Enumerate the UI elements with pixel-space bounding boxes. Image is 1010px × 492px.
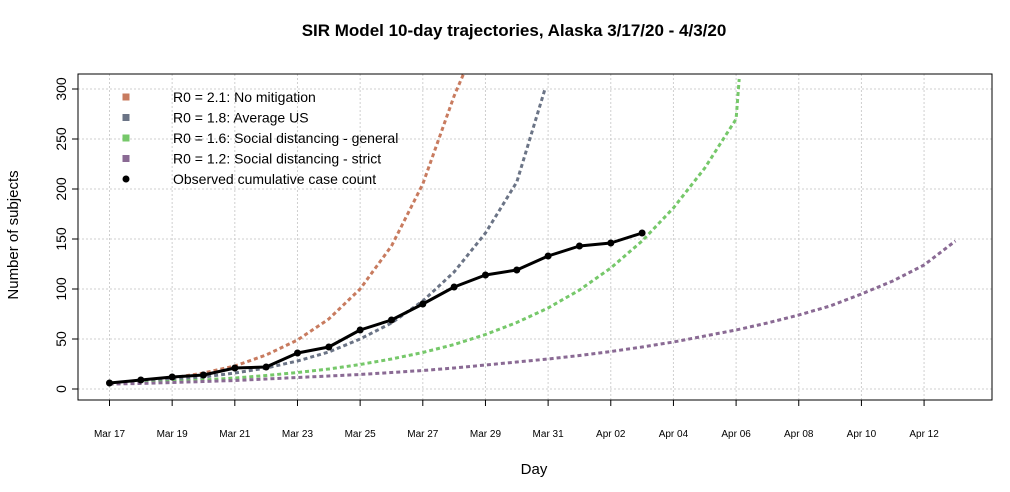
x-tick-label: Mar 21 xyxy=(219,429,251,440)
legend-swatch xyxy=(122,114,130,121)
series-layer xyxy=(106,74,957,387)
y-tick-label: 150 xyxy=(53,227,69,251)
legend-swatch xyxy=(122,93,130,101)
legend-label: R0 = 1.8: Average US xyxy=(173,110,309,126)
x-tick-label: Mar 27 xyxy=(407,429,439,440)
x-tick-label: Apr 12 xyxy=(909,429,939,440)
legend-label: R0 = 2.1: No mitigation xyxy=(173,89,316,105)
legend-label: R0 = 1.2: Social distancing - strict xyxy=(173,151,381,167)
observed-point xyxy=(231,364,239,372)
legend: R0 = 2.1: No mitigation R0 = 1.8: Average… xyxy=(122,89,398,187)
legend-label: Observed cumulative case count xyxy=(173,171,376,187)
y-tick-label: 300 xyxy=(53,77,69,101)
x-tick-label: Apr 10 xyxy=(847,429,877,440)
observed-point xyxy=(199,371,207,379)
x-tick-label: Apr 06 xyxy=(721,429,751,440)
y-tick-label: 50 xyxy=(53,331,69,347)
observed-point xyxy=(544,252,552,260)
legend-swatch xyxy=(122,134,130,142)
observed-point xyxy=(387,316,395,324)
x-axis-label: Day xyxy=(521,461,548,478)
y-tick-label: 200 xyxy=(53,177,69,201)
legend-swatch xyxy=(122,175,130,183)
x-tick-label: Apr 04 xyxy=(659,429,689,440)
observed-point xyxy=(137,376,145,384)
observed-point xyxy=(325,343,333,351)
series-social-distancing-general-line xyxy=(109,78,741,386)
observed-point xyxy=(168,373,176,381)
observed-point xyxy=(356,326,364,334)
x-tick-label: Mar 19 xyxy=(157,429,189,440)
observed-point xyxy=(419,300,427,308)
x-tick-label: Mar 31 xyxy=(533,429,565,440)
observed-point xyxy=(106,379,113,387)
x-tick-label: Mar 23 xyxy=(282,429,314,440)
x-tick-label: Mar 29 xyxy=(470,429,502,440)
observed-point xyxy=(262,363,270,371)
legend-label: R0 = 1.6: Social distancing - general xyxy=(173,130,398,146)
series-observed-line xyxy=(109,231,643,385)
y-tick-label: 100 xyxy=(53,277,69,301)
observed-point xyxy=(607,239,615,247)
x-axis: Mar 17 Mar 19 Mar 21 Mar 23 Mar 25 Mar 27 Mar … xyxy=(94,400,939,440)
y-axis: 0 50 100 150 200 250 300 xyxy=(53,77,78,393)
x-tick-label: Apr 02 xyxy=(596,429,626,440)
observed-point xyxy=(513,266,521,274)
legend-swatch xyxy=(122,155,130,162)
y-tick-label: 0 xyxy=(53,385,69,393)
x-tick-label: Apr 08 xyxy=(784,429,814,440)
observed-point xyxy=(293,349,301,357)
observed-point xyxy=(481,271,489,279)
series-social-distancing-strict-line xyxy=(109,239,957,386)
x-tick-label: Mar 17 xyxy=(94,429,126,440)
y-axis-label: Number of subjects xyxy=(5,170,22,299)
series-average-us-line xyxy=(109,88,547,386)
y-tick-label: 250 xyxy=(53,127,69,151)
plot-frame xyxy=(77,73,993,401)
x-tick-label: Mar 25 xyxy=(345,429,377,440)
chart-title: SIR Model 10-day trajectories, Alaska 3/… xyxy=(302,21,727,40)
observed-point xyxy=(638,229,646,237)
observed-point xyxy=(575,242,583,250)
observed-point xyxy=(450,283,458,291)
grid xyxy=(78,74,992,400)
